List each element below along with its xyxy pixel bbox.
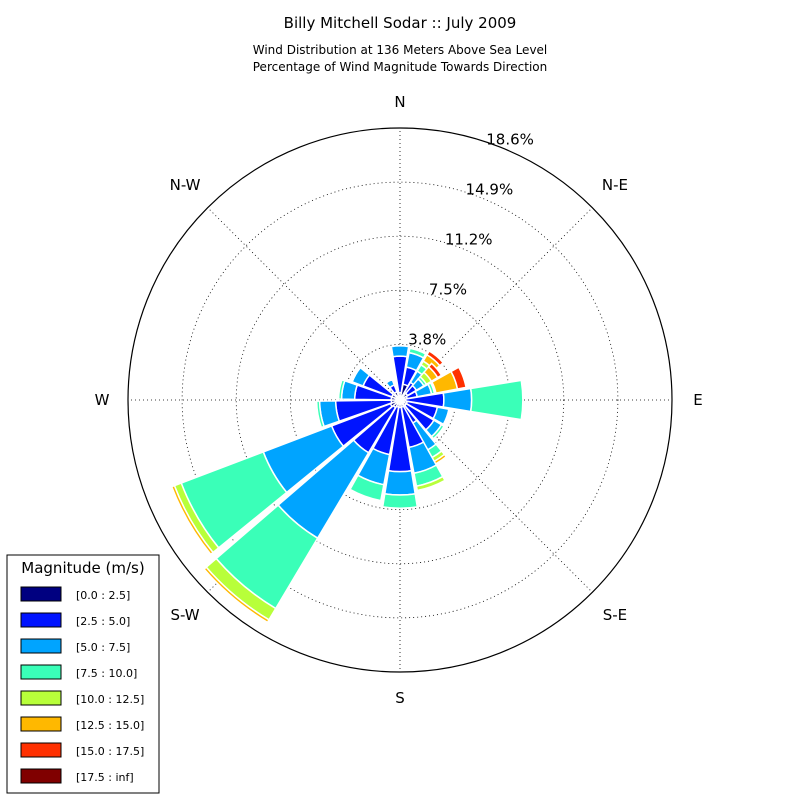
radial-tick-labels: 3.8% 7.5% 11.2% 14.9% 18.6% [408, 131, 534, 349]
legend: Magnitude (m/s) [0.0 : 2.5] [2.5 : 5.0] [5… [6, 554, 160, 794]
wind-bar-segment [203, 566, 270, 624]
wind-bar-segment [432, 406, 450, 426]
grid-spoke [207, 207, 401, 401]
legend-swatch [20, 768, 62, 784]
legend-label: [2.5 : 5.0] [76, 615, 130, 628]
wind-bar-segment [170, 484, 215, 556]
wind-bar-segment [337, 378, 346, 400]
direction-label: N [394, 93, 405, 111]
wind-bar-segment [383, 469, 417, 496]
grid-spoke [399, 399, 593, 593]
direction-labels: N N-E E S-E S S-W W N-W [95, 93, 703, 707]
radial-tick-label: 14.9% [466, 181, 514, 199]
radial-tick-label: 18.6% [486, 131, 534, 149]
legend-label: [5.0 : 7.5] [76, 641, 130, 654]
legend-label: [0.0 : 2.5] [76, 589, 130, 602]
wind-bar-segment [430, 423, 445, 440]
grid-ring [235, 235, 565, 565]
legend-label: [15.0 : 17.5] [76, 745, 144, 758]
wind-bar-segment [349, 474, 385, 502]
wind-bar-segment [450, 366, 467, 390]
wind-bar-segment [390, 345, 410, 358]
wind-bar-segment [315, 400, 325, 429]
legend-title: Magnitude (m/s) [21, 559, 144, 577]
chart-subtitle-line2: Percentage of Wind Magnitude Towards Dir… [253, 60, 547, 74]
wind-sectors [170, 345, 524, 624]
direction-label: S [395, 689, 405, 707]
legend-swatch [20, 664, 62, 680]
wind-bar-segment [442, 387, 473, 413]
wind-bar-segment [427, 362, 443, 379]
radial-tick-label: 7.5% [429, 281, 467, 299]
radial-tick-label: 3.8% [408, 331, 446, 349]
direction-label: E [693, 391, 702, 409]
legend-swatch [20, 612, 62, 628]
wind-bar-segment [408, 347, 427, 359]
legend-swatch [20, 716, 62, 732]
legend-swatch [20, 690, 62, 706]
legend-swatch [20, 638, 62, 654]
direction-label: W [95, 391, 110, 409]
polar-grid [127, 127, 673, 673]
legend-items: [0.0 : 2.5] [2.5 : 5.0] [5.0 : 7.5] [7.5 : … [20, 586, 144, 784]
grid-ring [127, 127, 673, 673]
chart-subtitle-line1: Wind Distribution at 136 Meters Above Se… [253, 43, 548, 57]
legend-label: [7.5 : 10.0] [76, 667, 137, 680]
wind-bar-segment [469, 379, 524, 421]
wind-bar-segment [385, 378, 396, 389]
direction-label: N-W [170, 176, 201, 194]
grid-spoke [399, 207, 593, 401]
direction-label: S-W [170, 606, 199, 624]
grid-ring [181, 181, 619, 619]
legend-swatch [20, 742, 62, 758]
chart-title: Billy Mitchell Sodar :: July 2009 [284, 14, 517, 32]
legend-label: [10.0 : 12.5] [76, 693, 144, 706]
wind-bar-segment [349, 365, 362, 383]
wind-bar-segment [425, 349, 445, 367]
direction-label: N-E [602, 176, 628, 194]
legend-label: [12.5 : 15.0] [76, 719, 144, 732]
wind-bar-segment [415, 475, 446, 492]
radial-tick-label: 11.2% [445, 231, 493, 249]
legend-label: [17.5 : inf] [76, 771, 134, 784]
wind-bar-segment [381, 492, 419, 509]
direction-label: S-E [603, 606, 627, 624]
legend-swatch [20, 586, 62, 602]
